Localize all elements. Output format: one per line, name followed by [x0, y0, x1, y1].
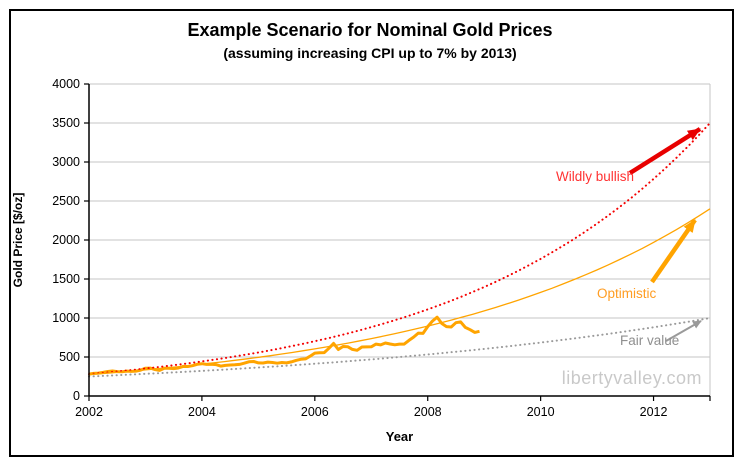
watermark: libertyvalley.com	[561, 368, 702, 388]
x-tick-label: 2006	[301, 405, 329, 419]
x-tick-label: 2012	[640, 405, 668, 419]
y-axis-title: Gold Price [$/oz]	[11, 192, 25, 288]
series-optimistic	[88, 208, 711, 376]
y-tick-label: 1500	[52, 272, 80, 286]
y-tick-label: 4000	[52, 77, 80, 91]
x-axis-title: Year	[385, 429, 414, 444]
wildly-bullish-arrow	[628, 127, 702, 175]
x-tick-label: 2004	[188, 405, 216, 419]
y-tick-label: 3000	[52, 155, 80, 169]
annotation-wildly-bullish: Wildly bullish	[556, 169, 635, 184]
annotation-optimistic: Optimistic	[597, 286, 657, 301]
fair-value-arrow	[665, 320, 702, 342]
x-tick-label: 2010	[527, 405, 555, 419]
chart-subtitle: (assuming increasing CPI up to 7% by 201…	[223, 45, 517, 61]
y-tick-label: 1000	[52, 311, 80, 325]
y-tick-label: 500	[59, 350, 80, 364]
y-tick-label: 2500	[52, 194, 80, 208]
y-tick-label: 2000	[52, 233, 80, 247]
y-tick-label: 0	[73, 389, 80, 403]
series-actual-gold-price	[88, 315, 480, 376]
annotation-fair-value: Fair value	[620, 333, 680, 348]
y-tick-label: 3500	[52, 116, 80, 130]
series-fair-value	[88, 317, 711, 378]
chart-title: Example Scenario for Nominal Gold Prices	[187, 20, 553, 40]
series-wildly-bullish	[88, 122, 711, 376]
optimistic-arrow	[650, 218, 697, 284]
x-tick-label: 2002	[75, 405, 103, 419]
x-tick-label: 2008	[414, 405, 442, 419]
